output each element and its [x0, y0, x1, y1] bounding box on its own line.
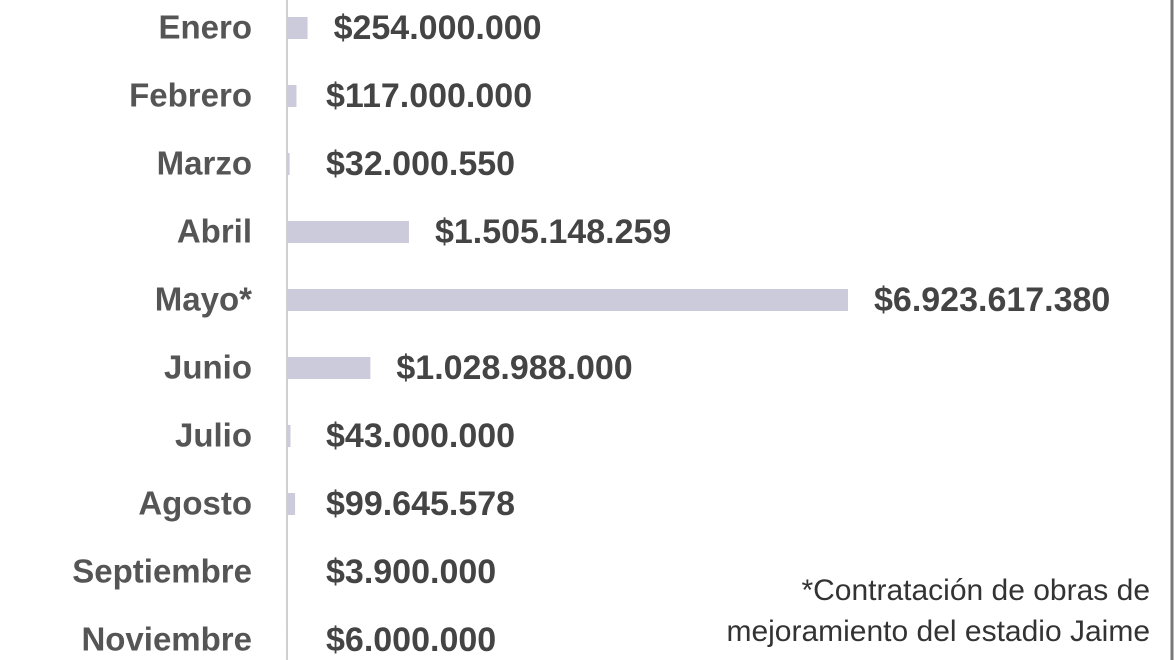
- category-label: Junio: [164, 349, 252, 386]
- category-label: Enero: [158, 9, 252, 46]
- category-label: Mayo*: [155, 281, 252, 318]
- category-label: Septiembre: [72, 553, 252, 590]
- bar: [287, 493, 296, 515]
- bar: [287, 289, 848, 311]
- bar: [287, 425, 291, 447]
- value-label: $1.505.148.259: [435, 213, 671, 251]
- value-label: $32.000.550: [326, 145, 515, 183]
- value-label: $6.923.617.380: [874, 281, 1110, 319]
- category-label: Marzo: [157, 145, 252, 182]
- annotation: Morón por $5.773.626.990: [796, 656, 1150, 660]
- bar: [287, 221, 409, 243]
- category-label: Agosto: [138, 485, 252, 522]
- bar: [287, 17, 308, 39]
- category-label: Abril: [177, 213, 252, 250]
- category-label: Febrero: [129, 77, 252, 114]
- bar: [287, 85, 297, 107]
- value-label: $254.000.000: [334, 9, 542, 47]
- value-label: $6.000.000: [326, 621, 496, 659]
- value-label: $99.645.578: [326, 485, 515, 523]
- value-label: $117.000.000: [326, 77, 532, 115]
- value-label: $43.000.000: [326, 417, 515, 455]
- value-label: $3.900.000: [326, 553, 496, 591]
- bar: [287, 357, 371, 379]
- category-label: Julio: [175, 417, 252, 454]
- bar: [287, 153, 290, 175]
- annotation: *Contratación de obras de: [801, 574, 1150, 607]
- category-label: Noviembre: [81, 621, 252, 658]
- value-label: $1.028.988.000: [396, 349, 632, 387]
- annotation: mejoramiento del estadio Jaime: [726, 615, 1150, 648]
